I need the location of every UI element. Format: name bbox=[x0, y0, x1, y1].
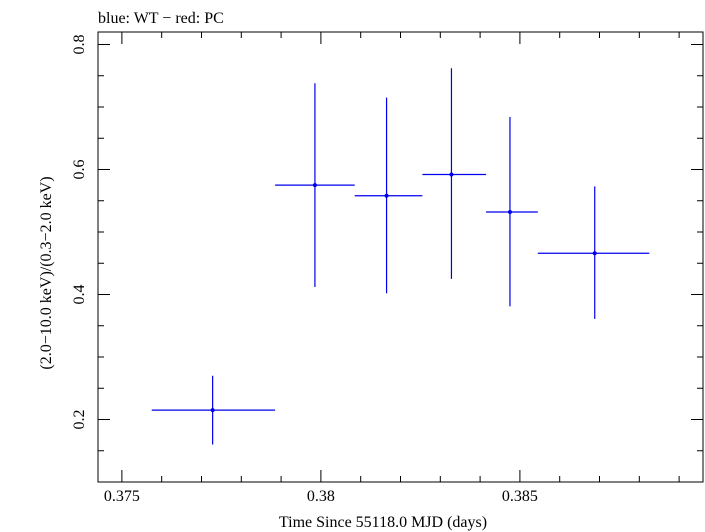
plot-frame bbox=[97, 31, 704, 483]
data-point bbox=[312, 183, 317, 188]
y-axis: 0.2 0.4 0.6 0.8 bbox=[71, 35, 703, 483]
data-point bbox=[210, 408, 215, 413]
y-axis-label: (2.0−10.0 keV)/(0.3−2.0 keV) bbox=[38, 176, 55, 369]
data-point bbox=[592, 251, 597, 256]
y-tick-label: 0.6 bbox=[71, 160, 88, 180]
data-point bbox=[507, 210, 512, 214]
y-tick-label: 0.2 bbox=[71, 410, 88, 430]
x-tick-label: 0.375 bbox=[104, 488, 140, 505]
y-tick-label: 0.8 bbox=[71, 35, 88, 55]
x-tick-label: 0.385 bbox=[502, 488, 538, 505]
series-wt bbox=[151, 68, 650, 445]
chart-title: blue: WT − red: PC bbox=[98, 10, 224, 27]
data-point bbox=[449, 172, 454, 177]
x-tick-label: 0.38 bbox=[307, 488, 335, 505]
y-tick-label: 0.4 bbox=[71, 285, 88, 305]
x-axis-label: Time Since 55118.0 MJD (days) bbox=[279, 514, 487, 531]
data-point bbox=[384, 193, 389, 198]
x-axis: 0.375 0.38 0.385 bbox=[104, 32, 680, 505]
